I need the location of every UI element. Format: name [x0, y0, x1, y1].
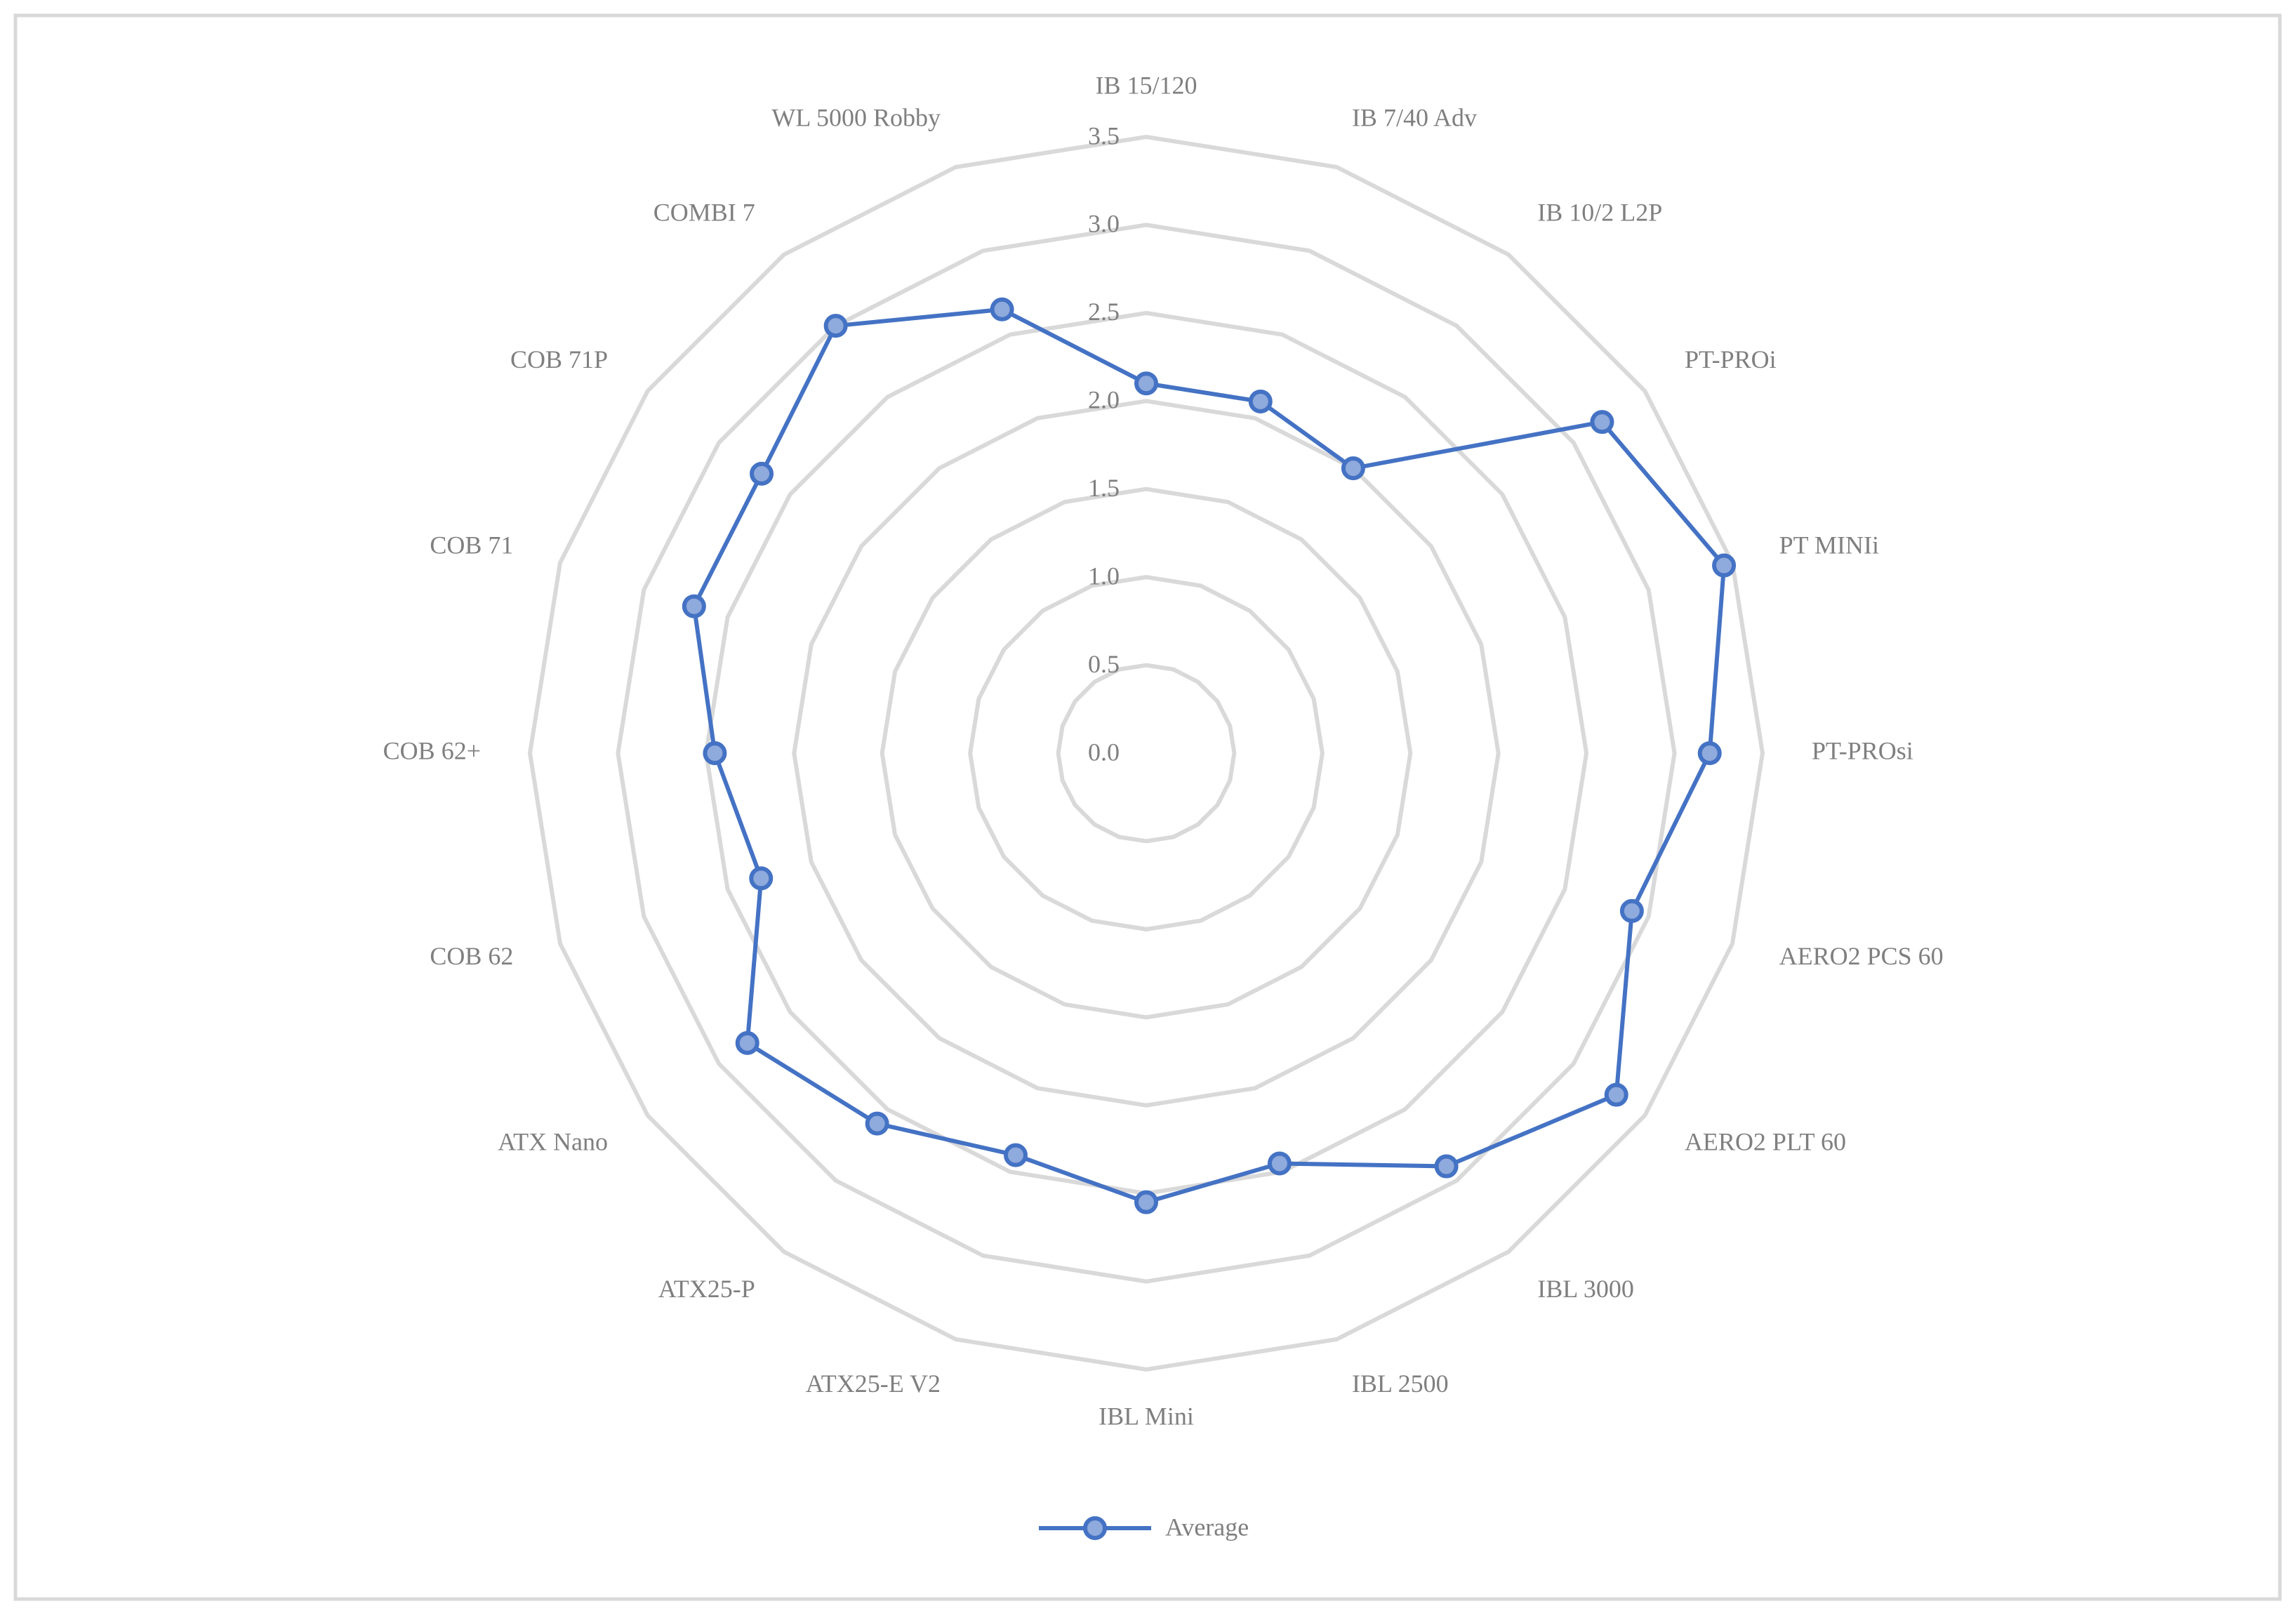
- data-point: [1248, 389, 1273, 413]
- data-point: [865, 1111, 889, 1136]
- category-label: WL 5000 Robby: [771, 104, 941, 132]
- category-label: IBL Mini: [1099, 1402, 1194, 1430]
- category-label: COB 71: [430, 531, 513, 559]
- legend-label: Average: [1165, 1513, 1249, 1541]
- category-label: PT-PROi: [1685, 345, 1777, 373]
- category-label: IB 10/2 L2P: [1537, 198, 1662, 226]
- category-label: AERO2 PLT 60: [1685, 1127, 1846, 1155]
- y-tick-label: 1.5: [1088, 474, 1120, 502]
- y-tick-label: 0.0: [1088, 738, 1120, 766]
- y-tick-label: 1.0: [1088, 562, 1120, 590]
- data-point: [1619, 898, 1644, 923]
- grid-ring: [527, 134, 1765, 1372]
- chart-border: [13, 13, 2282, 1601]
- category-label: COB 62+: [383, 736, 481, 764]
- y-tick-label: 3.0: [1088, 210, 1120, 238]
- grid-ring: [968, 575, 1325, 931]
- data-point: [823, 314, 848, 338]
- data-point: [1697, 741, 1722, 765]
- category-label: ATX25-P: [658, 1275, 755, 1303]
- category-label: IB 15/120: [1095, 71, 1197, 99]
- data-point: [1134, 371, 1158, 396]
- category-label: IBL 3000: [1537, 1275, 1634, 1303]
- category-label: PT-PROsi: [1812, 736, 1913, 764]
- data-point: [1712, 553, 1737, 578]
- legend-item: Average: [1039, 1513, 1249, 1541]
- grid-ring: [616, 223, 1677, 1284]
- grid-ring: [1056, 663, 1237, 844]
- category-label: COB 71P: [510, 345, 608, 373]
- y-tick-label: 3.5: [1088, 121, 1120, 150]
- grid-ring: [792, 399, 1501, 1108]
- category-label: COMBI 7: [653, 198, 755, 226]
- data-point: [1134, 1190, 1158, 1214]
- data-point: [1267, 1151, 1292, 1176]
- data-point: [1341, 456, 1365, 481]
- data-point: [1434, 1154, 1459, 1179]
- category-label: ATX Nano: [498, 1127, 608, 1155]
- data-point: [990, 297, 1014, 321]
- data-point: [1590, 410, 1614, 435]
- data-point: [750, 461, 774, 486]
- y-tick-label: 2.0: [1088, 386, 1120, 414]
- data-point: [703, 741, 727, 765]
- data-point: [1604, 1082, 1628, 1107]
- category-label: PT MINIi: [1779, 531, 1879, 559]
- category-label: ATX25-E V2: [806, 1370, 941, 1398]
- y-tick-label: 2.5: [1088, 298, 1120, 326]
- data-point: [1003, 1143, 1028, 1167]
- category-label: COB 62: [430, 942, 513, 970]
- legend-marker: [1083, 1516, 1107, 1540]
- data-point: [682, 594, 706, 618]
- data-point: [749, 866, 774, 891]
- category-label: IB 7/40 Adv: [1352, 104, 1477, 132]
- category-label: AERO2 PCS 60: [1779, 942, 1944, 970]
- data-point: [735, 1030, 759, 1055]
- category-label: IBL 2500: [1352, 1370, 1449, 1398]
- y-tick-label: 0.5: [1088, 650, 1120, 678]
- grid-ring: [880, 486, 1413, 1020]
